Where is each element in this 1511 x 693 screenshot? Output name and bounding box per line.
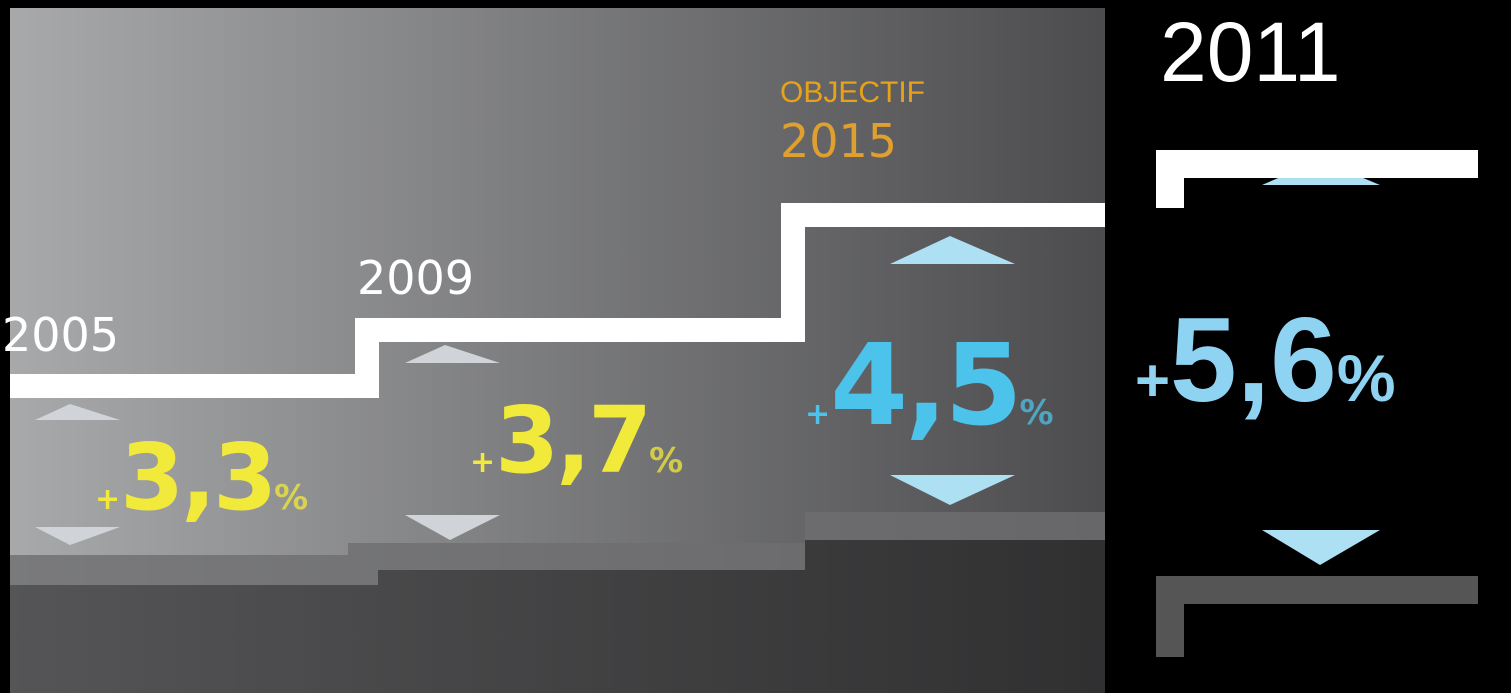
step-line <box>10 203 1105 398</box>
text-part: 3,3 <box>120 424 277 531</box>
text-part: 3,7 <box>495 387 652 494</box>
year: 2011 <box>1160 5 1341 99</box>
band <box>10 540 1105 693</box>
text-part: % <box>274 478 309 518</box>
bracket <box>1156 576 1478 657</box>
text-part: + <box>470 445 496 480</box>
arrows <box>35 345 500 545</box>
growth: +5,6% <box>1135 300 1396 420</box>
text-part: % <box>1019 393 1054 433</box>
arrows <box>890 160 1380 565</box>
year: 2005 <box>2 308 120 362</box>
year: 2015 <box>780 114 898 168</box>
text-part: + <box>95 482 121 517</box>
growth: +4,5% <box>805 330 1054 442</box>
text-part: + <box>805 397 831 432</box>
text-part: + <box>1135 347 1171 414</box>
label: OBJECTIF <box>780 76 926 109</box>
growth: +3,3% <box>95 432 308 524</box>
year: 2009 <box>357 251 475 305</box>
text-part: % <box>649 441 684 481</box>
text-part: % <box>1336 341 1396 415</box>
text-part: 4,5 <box>830 321 1022 451</box>
text-part: 5,6 <box>1170 293 1337 427</box>
growth: +3,7% <box>470 395 683 487</box>
bracket <box>1156 150 1478 208</box>
